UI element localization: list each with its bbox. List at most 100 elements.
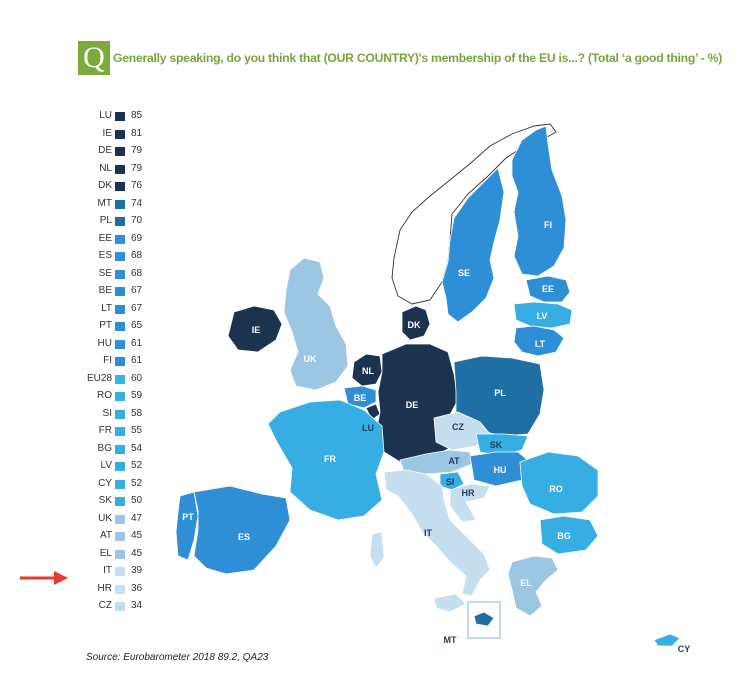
legend-row-de: DE 79 (76, 143, 156, 160)
map-label-IT: IT (424, 528, 433, 538)
legend-value: 81 (131, 127, 143, 139)
legend-value: 59 (131, 390, 143, 401)
legend-country-code: CZ (98, 600, 112, 611)
map-label-NL: NL (362, 366, 374, 376)
legend-swatch (115, 304, 125, 314)
map-country-FR (267, 399, 385, 521)
map-label-AT: AT (448, 456, 460, 466)
map-label-BE: BE (354, 393, 367, 403)
legend-country-code: ES (98, 250, 112, 261)
legend-country-code: BG (97, 442, 112, 454)
map-label-EE: EE (542, 284, 554, 294)
map-country-EL (507, 555, 559, 617)
legend-swatch (115, 444, 125, 454)
legend-country-code: SI (102, 407, 112, 419)
legend-swatch (115, 339, 125, 349)
legend-value: 54 (131, 442, 143, 454)
legend-row-si: SI 58 (76, 406, 156, 423)
map-country-DK (401, 305, 431, 341)
map-country-MT (473, 611, 495, 627)
legend-country-code: EU28 (86, 372, 112, 384)
legend-country-code: PT (99, 320, 112, 331)
map-country-HR (449, 483, 491, 523)
legend-swatch (115, 287, 125, 296)
chart-title: Generally speaking, do you think that (O… (113, 51, 723, 65)
map-label-EL: EL (520, 578, 532, 588)
legend-swatch (115, 322, 125, 331)
legend-value: 68 (131, 250, 143, 261)
legend-country-code: LU (99, 110, 112, 121)
legend-row-fi: FI 61 (76, 353, 156, 370)
map-country-NO (391, 123, 557, 305)
legend-row-se: SE 68 (76, 266, 156, 283)
legend-value: 61 (131, 337, 143, 349)
map-label-HR: HR (462, 488, 475, 498)
legend-value: 39 (131, 565, 143, 576)
map-label-RO: RO (549, 484, 563, 494)
legend-country-code: SK (98, 495, 112, 506)
legend-value: 60 (131, 372, 143, 384)
legend-swatch (115, 427, 125, 436)
legend-country-code: LT (101, 302, 112, 314)
legend-value: 36 (131, 582, 143, 594)
legend-value: 85 (131, 110, 143, 121)
legend-row-ee: EE 69 (76, 231, 156, 248)
legend-row-es: ES 68 (76, 248, 156, 265)
map-label-BG: BG (557, 531, 571, 541)
map-label-ES: ES (238, 532, 250, 542)
legend-value: 69 (131, 232, 143, 244)
legend-country-code: IE (102, 127, 112, 139)
legend-swatch (115, 164, 125, 174)
legend-country-code: CY (98, 477, 112, 489)
legend-country-code: UK (98, 512, 112, 524)
legend-country-code: EL (99, 547, 112, 559)
legend-country-code: BE (98, 285, 112, 296)
legend-value: 47 (131, 512, 143, 524)
map-country-LV (513, 301, 573, 329)
legend-country-code: HU (97, 337, 112, 349)
map-country-IE (227, 305, 283, 353)
legend-country-code: SE (98, 267, 112, 279)
map-country-SK (475, 433, 529, 457)
legend-swatch (115, 269, 125, 279)
legend-swatch (115, 567, 125, 576)
legend-row-be: BE 67 (76, 283, 156, 300)
map-label-IE: IE (252, 325, 261, 335)
legend-row-cy: CY 52 (76, 476, 156, 493)
legend-country-code: DE (98, 145, 112, 156)
map-label-LV: LV (537, 311, 548, 321)
source-note: Source: Eurobarometer 2018 89.2, QA23 (86, 652, 269, 663)
map-country-SE (441, 167, 505, 323)
map-label-FI: FI (544, 220, 552, 230)
legend-row-sk: SK 50 (76, 493, 156, 510)
map-country-ES (193, 485, 291, 575)
map-label-UK: UK (304, 354, 317, 364)
legend-row-lv: LV 52 (76, 458, 156, 475)
legend-swatch (115, 199, 125, 209)
map-country-EE (525, 275, 571, 303)
legend-country-code: LV (100, 460, 113, 471)
question-header: Q Generally speaking, do you think that … (78, 40, 722, 76)
legend-row-eu28: EU28 60 (76, 371, 156, 388)
legend-country-code: PL (99, 215, 112, 226)
legend-value: 65 (131, 320, 143, 331)
map-country-IT (383, 469, 491, 597)
legend-swatch (115, 479, 125, 489)
legend-swatch (115, 409, 125, 419)
map-country-UK (283, 257, 349, 391)
map-label-SE: SE (458, 268, 470, 278)
map-country-LT (513, 325, 565, 357)
map-country-IT-sicily (433, 593, 467, 613)
legend-swatch (115, 549, 125, 559)
map-country-CY (653, 633, 681, 647)
legend-value: 79 (131, 145, 143, 156)
legend-row-uk: UK 47 (76, 511, 156, 528)
legend-value: 52 (131, 460, 143, 471)
map-country-NL (351, 353, 383, 387)
legend-swatch (115, 129, 125, 139)
legend-country-code: FR (98, 425, 112, 436)
legend-row-it: IT 39 (76, 563, 156, 580)
legend-swatch (115, 217, 125, 226)
malta-inset-box (467, 601, 501, 639)
legend-swatch (115, 392, 125, 401)
